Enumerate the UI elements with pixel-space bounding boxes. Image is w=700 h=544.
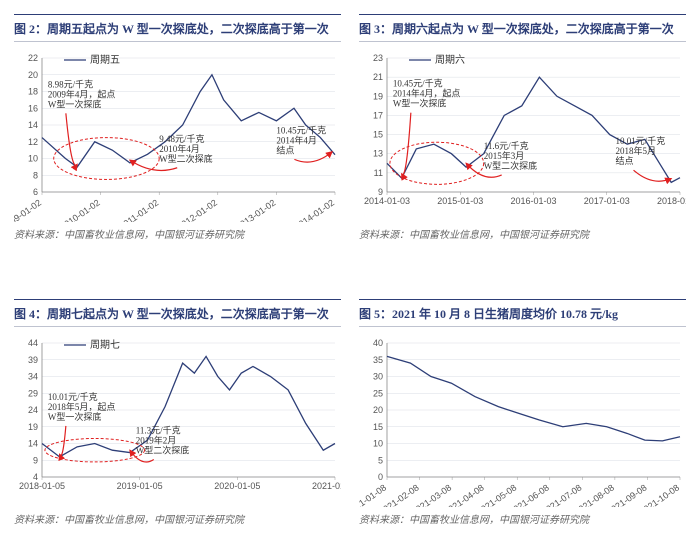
svg-text:11.6元/千克: 11.6元/千克 [484, 141, 529, 151]
svg-text:2019-01-05: 2019-01-05 [117, 481, 163, 491]
svg-text:2012-01-02: 2012-01-02 [175, 197, 218, 222]
svg-text:2018年5月，起点: 2018年5月，起点 [48, 401, 116, 412]
svg-text:2018-01-03: 2018-01-03 [657, 196, 686, 206]
svg-text:15: 15 [373, 130, 383, 140]
svg-text:2010-01-02: 2010-01-02 [58, 197, 101, 222]
svg-text:周期七: 周期七 [90, 339, 120, 351]
svg-text:8.98元/千克: 8.98元/千克 [48, 79, 93, 89]
svg-text:30: 30 [373, 372, 383, 382]
svg-text:结点: 结点 [276, 144, 294, 155]
svg-text:W型一次探底: W型一次探底 [393, 98, 447, 109]
svg-text:11: 11 [374, 168, 383, 178]
panel-title: 图 2：周期五起点为 W 型一次探底处，二次探底高于第一次 [14, 15, 341, 42]
svg-text:25: 25 [373, 388, 383, 398]
svg-text:2009-01-02: 2009-01-02 [14, 197, 43, 222]
chart-fig4: 49141924293439442018-01-052019-01-052020… [14, 327, 341, 507]
svg-text:24: 24 [28, 405, 38, 415]
svg-text:2011-01-02: 2011-01-02 [117, 197, 160, 222]
svg-text:W型一次探底: W型一次探底 [48, 411, 102, 422]
svg-text:10.45元/千克: 10.45元/千克 [393, 79, 443, 89]
source-text: 资料来源：中国畜牧业信息网，中国银河证券研究院 [359, 507, 686, 526]
svg-text:40: 40 [373, 338, 383, 348]
svg-text:13: 13 [373, 149, 383, 159]
svg-text:2010年4月: 2010年4月 [159, 143, 200, 154]
svg-text:12: 12 [28, 137, 38, 147]
panel-title: 图 4：周期七起点为 W 型一次探底处，二次探底高于第一次 [14, 300, 341, 327]
svg-text:10: 10 [373, 439, 383, 449]
svg-text:2018年5月: 2018年5月 [616, 145, 657, 156]
panel-fig5: 图 5：2021 年 10 月 8 日生猪周度均价 10.78 元/kg 0 5 1… [359, 299, 686, 526]
svg-text:10.01元/千克: 10.01元/千克 [48, 392, 98, 402]
source-text: 资料来源：中国畜牧业信息网，中国银河证券研究院 [14, 222, 341, 241]
svg-text:W型二次探底: W型二次探底 [484, 160, 538, 171]
svg-text:44: 44 [28, 338, 38, 348]
svg-text:22: 22 [28, 53, 38, 63]
svg-text:15: 15 [373, 422, 383, 432]
panel-title: 图 3：周期六起点为 W 型一次探底处，二次探底高于第一次 [359, 15, 686, 42]
row-gap [14, 255, 341, 285]
svg-text:8: 8 [33, 170, 38, 180]
chart-fig3: 9111315171921232014-01-032015-01-032016-… [359, 42, 686, 222]
row-gap [359, 255, 686, 285]
chart-grid: 图 2：周期五起点为 W 型一次探底处，二次探底高于第一次 6 8 10 12 14 16… [14, 14, 686, 526]
svg-text:2014-01-02: 2014-01-02 [293, 197, 336, 222]
svg-text:2009年4月，起点: 2009年4月，起点 [48, 88, 116, 99]
panel-fig4: 图 4：周期七起点为 W 型一次探底处，二次探底高于第一次 4914192429… [14, 299, 341, 526]
svg-text:5: 5 [378, 455, 383, 465]
svg-text:9.48元/千克: 9.48元/千克 [159, 134, 204, 144]
svg-text:14: 14 [28, 120, 38, 130]
svg-text:2020-01-05: 2020-01-05 [214, 481, 260, 491]
svg-text:2014-01-03: 2014-01-03 [364, 196, 410, 206]
svg-text:10: 10 [28, 154, 38, 164]
svg-text:35: 35 [373, 355, 383, 365]
svg-text:2021-01-05: 2021-01-05 [312, 481, 341, 491]
svg-text:21: 21 [373, 72, 383, 82]
svg-text:16: 16 [28, 103, 38, 113]
source-text: 资料来源：中国畜牧业信息网，中国银河证券研究院 [14, 507, 341, 526]
svg-text:6: 6 [33, 187, 38, 197]
svg-text:2014年4月: 2014年4月 [276, 134, 317, 145]
svg-text:W型二次探底: W型二次探底 [159, 153, 213, 164]
svg-text:周期六: 周期六 [435, 54, 465, 66]
svg-text:W型二次探底: W型二次探底 [136, 444, 190, 455]
svg-text:周期五: 周期五 [90, 54, 120, 66]
panel-fig2: 图 2：周期五起点为 W 型一次探底处，二次探底高于第一次 6 8 10 12 14 16… [14, 14, 341, 241]
svg-text:10.01元/千克: 10.01元/千克 [616, 136, 666, 146]
svg-text:2015年3月: 2015年3月 [484, 150, 525, 161]
svg-text:19: 19 [373, 91, 383, 101]
svg-text:2013-01-02: 2013-01-02 [234, 197, 277, 222]
svg-text:39: 39 [28, 355, 38, 365]
source-text: 资料来源：中国畜牧业信息网，中国银河证券研究院 [359, 222, 686, 241]
svg-text:20: 20 [373, 405, 383, 415]
svg-text:2018-01-05: 2018-01-05 [19, 481, 65, 491]
svg-text:9: 9 [33, 455, 38, 465]
svg-text:结点: 结点 [616, 155, 634, 166]
svg-text:19: 19 [28, 422, 38, 432]
svg-text:23: 23 [373, 53, 383, 63]
svg-text:2017-01-03: 2017-01-03 [584, 196, 630, 206]
svg-text:2014年4月，起点: 2014年4月，起点 [393, 88, 461, 99]
svg-text:34: 34 [28, 372, 38, 382]
svg-text:14: 14 [28, 439, 38, 449]
svg-text:2016-01-03: 2016-01-03 [510, 196, 556, 206]
panel-title: 图 5：2021 年 10 月 8 日生猪周度均价 10.78 元/kg [359, 300, 686, 327]
svg-text:W型一次探底: W型一次探底 [48, 98, 102, 109]
panel-fig3: 图 3：周期六起点为 W 型一次探底处，二次探底高于第一次 9111315171… [359, 14, 686, 241]
svg-text:18: 18 [28, 87, 38, 97]
svg-text:11.3元/千克: 11.3元/千克 [136, 425, 181, 435]
svg-text:17: 17 [373, 110, 383, 120]
svg-text:10.45元/千克: 10.45元/千克 [276, 125, 326, 135]
svg-text:29: 29 [28, 388, 38, 398]
svg-text:2015-01-03: 2015-01-03 [437, 196, 483, 206]
chart-fig2: 6 8 10 12 14 16 18 20 22 2009-01-02 2010-01-02 2011… [14, 42, 341, 222]
svg-text:2019年2月: 2019年2月 [136, 434, 177, 445]
svg-text:20: 20 [28, 70, 38, 80]
svg-text:0: 0 [378, 472, 383, 482]
chart-fig5: 05101520253035402021-01-082021-02-082021… [359, 327, 686, 507]
